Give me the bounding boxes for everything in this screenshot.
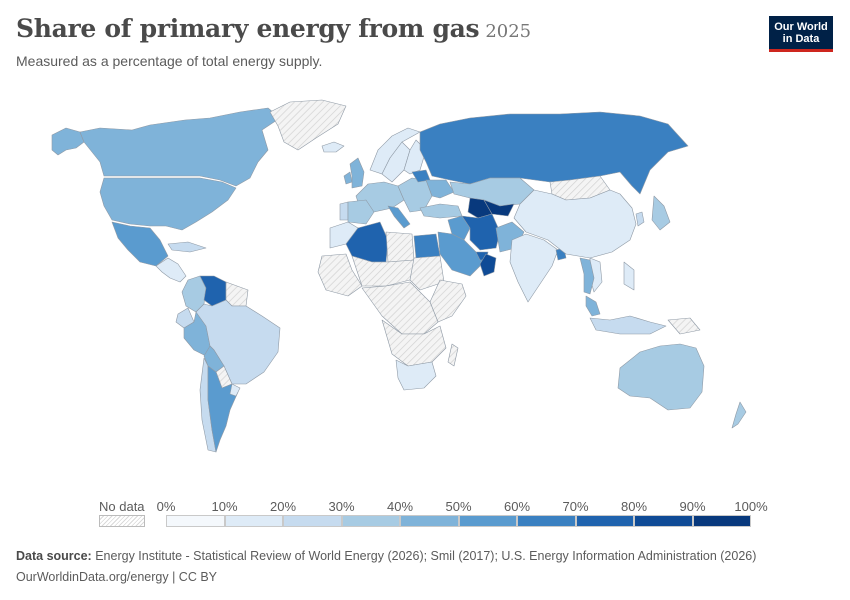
legend-tick-label: 60% — [503, 499, 531, 514]
legend-swatch[interactable] — [692, 515, 751, 527]
legend-swatch[interactable] — [224, 515, 283, 527]
legend-no-data-swatch[interactable] — [99, 515, 145, 527]
legend-swatch[interactable] — [341, 515, 400, 527]
region-United States[interactable] — [99, 177, 237, 231]
legend-swatch[interactable] — [458, 515, 517, 527]
legend-tick-label: 30% — [328, 499, 355, 514]
legend-swatch[interactable] — [400, 515, 459, 527]
legend-tick-label: 10% — [211, 499, 238, 514]
region-Italy[interactable] — [387, 205, 411, 229]
region-Uzbekistan[interactable] — [483, 199, 515, 217]
region-Iran[interactable] — [461, 213, 501, 251]
legend-tick-label: 90% — [679, 499, 706, 514]
data-source-label: Data source: — [16, 549, 92, 563]
region-Indonesia[interactable] — [589, 315, 667, 335]
chart-year: 2025 — [485, 21, 532, 42]
legend-swatch[interactable] — [283, 515, 342, 527]
region-Libya[interactable] — [385, 231, 415, 263]
credit-line[interactable]: OurWorldinData.org/energy | CC BY — [16, 570, 218, 584]
region-Egypt[interactable] — [413, 233, 441, 259]
region-Alaska[interactable] — [51, 127, 85, 156]
legend-swatch[interactable] — [517, 515, 576, 527]
region-Sudan[interactable] — [409, 255, 445, 291]
region-Portugal[interactable] — [339, 201, 349, 221]
region-Guyana[interactable] — [225, 281, 249, 307]
region-Central America[interactable] — [155, 257, 187, 283]
region-Philippines[interactable] — [623, 261, 635, 291]
chart-title: Share of primary energy from gas — [16, 14, 480, 43]
legend-swatch[interactable] — [575, 515, 634, 527]
region-Southern Africa[interactable] — [381, 319, 447, 367]
region-New Zealand[interactable] — [731, 401, 747, 429]
legend-no-data-label: No data — [99, 499, 145, 514]
logo-line-2: in Data — [782, 33, 820, 45]
region-Spain[interactable] — [347, 199, 375, 225]
region-Malaysia[interactable] — [585, 295, 601, 317]
region-Mexico[interactable] — [111, 221, 169, 267]
region-Thailand[interactable] — [579, 257, 595, 295]
logo-line-1: Our World — [774, 21, 828, 33]
region-Central Africa[interactable] — [361, 281, 439, 335]
data-source-text[interactable]: Energy Institute - Statistical Review of… — [95, 549, 757, 563]
region-Uruguay[interactable] — [229, 383, 241, 397]
chart-title-row: Share of primary energy from gas 2025 — [16, 14, 531, 43]
owid-logo[interactable]: Our World in Data — [769, 16, 833, 52]
region-Japan[interactable] — [651, 195, 671, 231]
region-Brazil[interactable] — [195, 299, 281, 385]
region-South Africa[interactable] — [395, 359, 437, 391]
legend-swatch[interactable] — [634, 515, 693, 527]
legend-tick-label: 50% — [445, 499, 472, 514]
region-Ukraine[interactable] — [425, 179, 455, 199]
region-United Kingdom[interactable] — [349, 157, 365, 189]
world-map — [51, 99, 747, 453]
region-Iceland[interactable] — [321, 141, 345, 153]
region-Papua New Guinea[interactable] — [667, 317, 701, 335]
region-Ireland[interactable] — [343, 171, 353, 185]
legend-tick-label: 70% — [562, 499, 589, 514]
legend-tick-label: 40% — [386, 499, 414, 514]
data-source: Data source: Energy Institute - Statisti… — [16, 549, 756, 563]
legend-tick-label: 100% — [734, 499, 768, 514]
region-South Korea[interactable] — [635, 211, 645, 227]
region-West Africa[interactable] — [317, 253, 363, 297]
region-Iraq[interactable] — [447, 215, 471, 241]
region-China[interactable] — [513, 189, 637, 259]
legend-tick-label: 20% — [269, 499, 297, 514]
region-Greenland[interactable] — [269, 99, 347, 151]
region-Eastern Europe[interactable] — [397, 177, 433, 213]
region-Australia[interactable] — [617, 343, 705, 411]
region-Madagascar[interactable] — [447, 343, 459, 367]
legend-tick-label: 80% — [620, 499, 648, 514]
region-Cuba[interactable] — [167, 241, 207, 253]
region-Oman[interactable] — [479, 253, 497, 277]
region-Argentina[interactable] — [207, 365, 239, 453]
chart-subtitle: Measured as a percentage of total energy… — [16, 53, 323, 69]
region-India[interactable] — [509, 233, 559, 303]
region-Canada[interactable] — [79, 107, 281, 187]
legend-tick-label: 0% — [156, 499, 176, 514]
legend-swatch[interactable] — [166, 515, 225, 527]
region-Russia[interactable] — [419, 111, 689, 195]
